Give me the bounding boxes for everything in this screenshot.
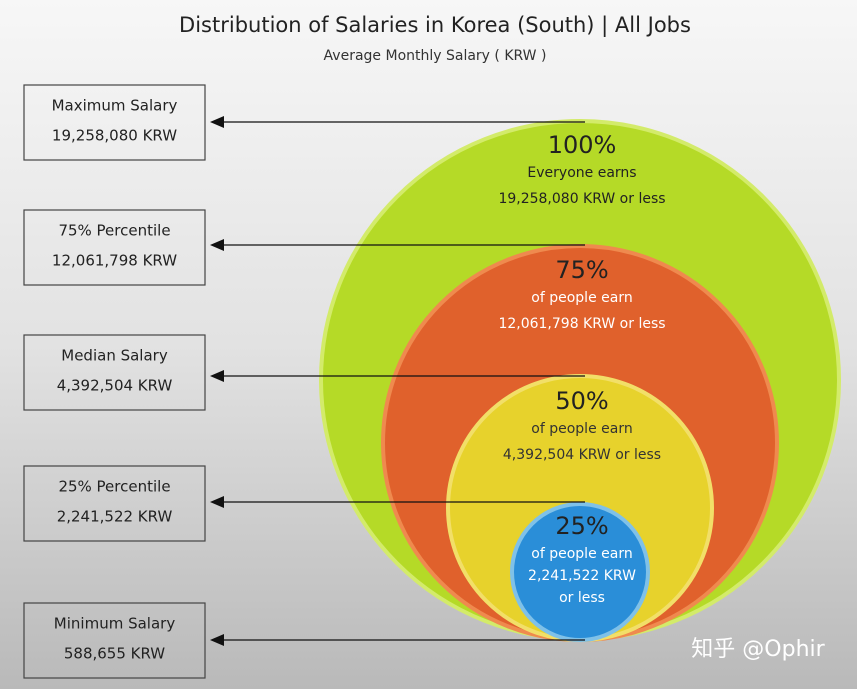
circle-line: 4,392,504 KRW or less: [503, 447, 661, 463]
arrow-head: [210, 370, 224, 382]
circle-line: 12,061,798 KRW or less: [498, 316, 665, 332]
label-value: 19,258,080 KRW: [52, 127, 177, 145]
label-box: [23, 209, 206, 286]
circle-line: 2,241,522 KRW: [528, 568, 636, 584]
circles: [319, 119, 841, 642]
labels: Maximum Salary 19,258,080 KRW 75% Percenti…: [23, 84, 585, 679]
label-value: 4,392,504 KRW: [57, 377, 173, 395]
label-box: [23, 84, 206, 161]
arrow-head: [210, 496, 224, 508]
label-value: 2,241,522 KRW: [57, 508, 173, 526]
arrow-head: [210, 634, 224, 646]
circle-line: Everyone earns: [527, 165, 636, 181]
label-name: Maximum Salary: [52, 97, 178, 115]
title: Distribution of Salaries in Korea (South…: [179, 13, 691, 38]
circle-line: of people earn: [531, 290, 632, 306]
label-box: [23, 465, 206, 542]
circle-percent: 25%: [555, 512, 608, 540]
subtitle: Average Monthly Salary ( KRW ): [324, 48, 547, 64]
arrow-head: [210, 239, 224, 251]
label-name: 25% Percentile: [58, 478, 170, 496]
circle-line: 19,258,080 KRW or less: [498, 191, 665, 207]
circle-percent: 50%: [555, 387, 608, 415]
circle-percent: 75%: [555, 256, 608, 284]
label-box: [23, 602, 206, 679]
label-box: [23, 334, 206, 411]
circle-percent: 100%: [548, 131, 617, 159]
label-value: 588,655 KRW: [64, 645, 165, 663]
circle-line: of people earn: [531, 546, 632, 562]
label-value: 12,061,798 KRW: [52, 252, 177, 270]
label-name: 75% Percentile: [58, 222, 170, 240]
arrow-head: [210, 116, 224, 128]
watermark: 知乎 @Ophir: [691, 637, 825, 662]
label-name: Minimum Salary: [54, 615, 176, 633]
circle-line: or less: [559, 590, 605, 606]
circle-line: of people earn: [531, 421, 632, 437]
circle-texts: 100% Everyone earns 19,258,080 KRW or less…: [498, 131, 665, 606]
label-name: Median Salary: [61, 347, 168, 365]
